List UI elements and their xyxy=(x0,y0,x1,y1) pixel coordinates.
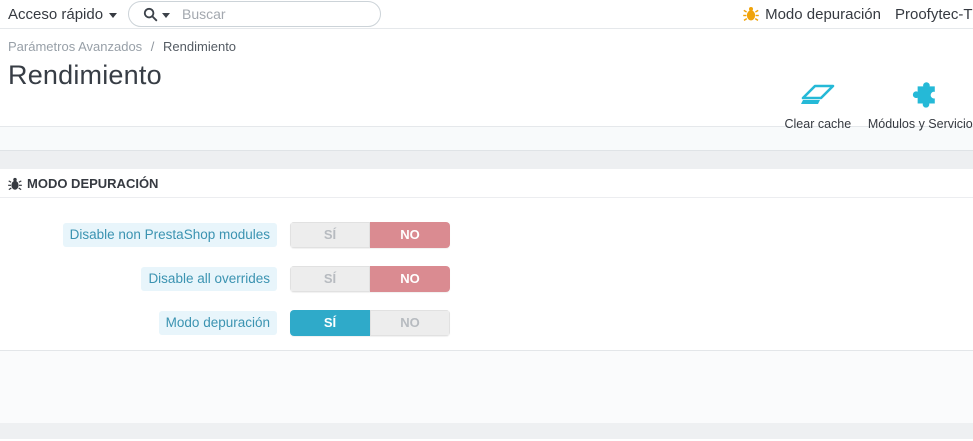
page-header: Parámetros Avanzados / Rendimiento Rendi… xyxy=(0,29,973,131)
toolbar-band xyxy=(0,127,973,151)
search-scope-chevron-icon[interactable] xyxy=(162,12,170,18)
search-box[interactable] xyxy=(128,1,381,27)
modules-services-label: Módulos y Servicios xyxy=(867,117,973,131)
page-title: Rendimiento xyxy=(8,60,162,90)
shop-name-link[interactable]: Proofytec-T xyxy=(895,5,973,23)
puzzle-icon xyxy=(908,77,938,115)
form-row-debug-mode: Modo depuración SÍ NO xyxy=(0,310,973,336)
chevron-down-icon xyxy=(109,12,118,18)
clear-cache-label: Clear cache xyxy=(784,117,852,131)
form-row-disable-non-prestashop-modules: Disable non PrestaShop modules SÍ NO xyxy=(0,222,973,248)
toggle-no-option[interactable]: NO xyxy=(370,310,450,336)
search-input[interactable] xyxy=(182,6,370,22)
field-label: Modo depuración xyxy=(158,310,277,336)
breadcrumb-parent[interactable]: Parámetros Avanzados xyxy=(8,39,143,54)
debug-mode-panel: MODO DEPURACIÓN Disable non PrestaShop m… xyxy=(0,169,973,350)
search-icon xyxy=(143,7,158,22)
field-label: Disable non PrestaShop modules xyxy=(62,222,277,248)
panel-heading: MODO DEPURACIÓN xyxy=(0,169,973,198)
toggle-no-option[interactable]: NO xyxy=(370,266,450,292)
modules-services-button[interactable]: Módulos y Servicios xyxy=(868,77,973,131)
quick-access-label: Acceso rápido xyxy=(8,5,104,23)
top-bar-right: Modo depuración Proofytec-T xyxy=(743,0,973,28)
breadcrumb-separator: / xyxy=(150,39,155,54)
toggle-no-option[interactable]: NO xyxy=(370,222,450,248)
field-label: Disable all overrides xyxy=(141,266,277,292)
page-background-gap xyxy=(0,151,973,169)
header-actions: Clear cache Módulos y Servicios xyxy=(782,77,973,131)
toggle-yes-option[interactable]: SÍ xyxy=(290,310,370,336)
quick-access-menu[interactable]: Acceso rápido xyxy=(0,0,127,28)
form-row-disable-all-overrides: Disable all overrides SÍ NO xyxy=(0,266,973,292)
toggle-yes-option[interactable]: SÍ xyxy=(290,266,370,292)
bug-icon xyxy=(743,6,759,22)
toggle-yes-option[interactable]: SÍ xyxy=(290,222,370,248)
panel-footer xyxy=(0,350,973,423)
clear-cache-button[interactable]: Clear cache xyxy=(782,77,854,131)
panel-title: MODO DEPURACIÓN xyxy=(27,176,159,191)
bug-icon xyxy=(8,177,22,191)
breadcrumb: Parámetros Avanzados / Rendimiento xyxy=(0,29,973,54)
panel-body: Disable non PrestaShop modules SÍ NO Dis… xyxy=(0,198,973,350)
toggle-debug-mode[interactable]: SÍ NO xyxy=(290,310,450,336)
top-bar: Acceso rápido Modo depura xyxy=(0,0,973,29)
debug-mode-indicator[interactable]: Modo depuración xyxy=(743,6,881,23)
eraser-icon xyxy=(800,77,835,115)
page-background-bottom xyxy=(0,423,973,439)
toggle-disable-non-prestashop-modules[interactable]: SÍ NO xyxy=(290,222,450,248)
toggle-disable-all-overrides[interactable]: SÍ NO xyxy=(290,266,450,292)
debug-mode-label: Modo depuración xyxy=(765,5,881,23)
breadcrumb-current: Rendimiento xyxy=(163,39,237,54)
